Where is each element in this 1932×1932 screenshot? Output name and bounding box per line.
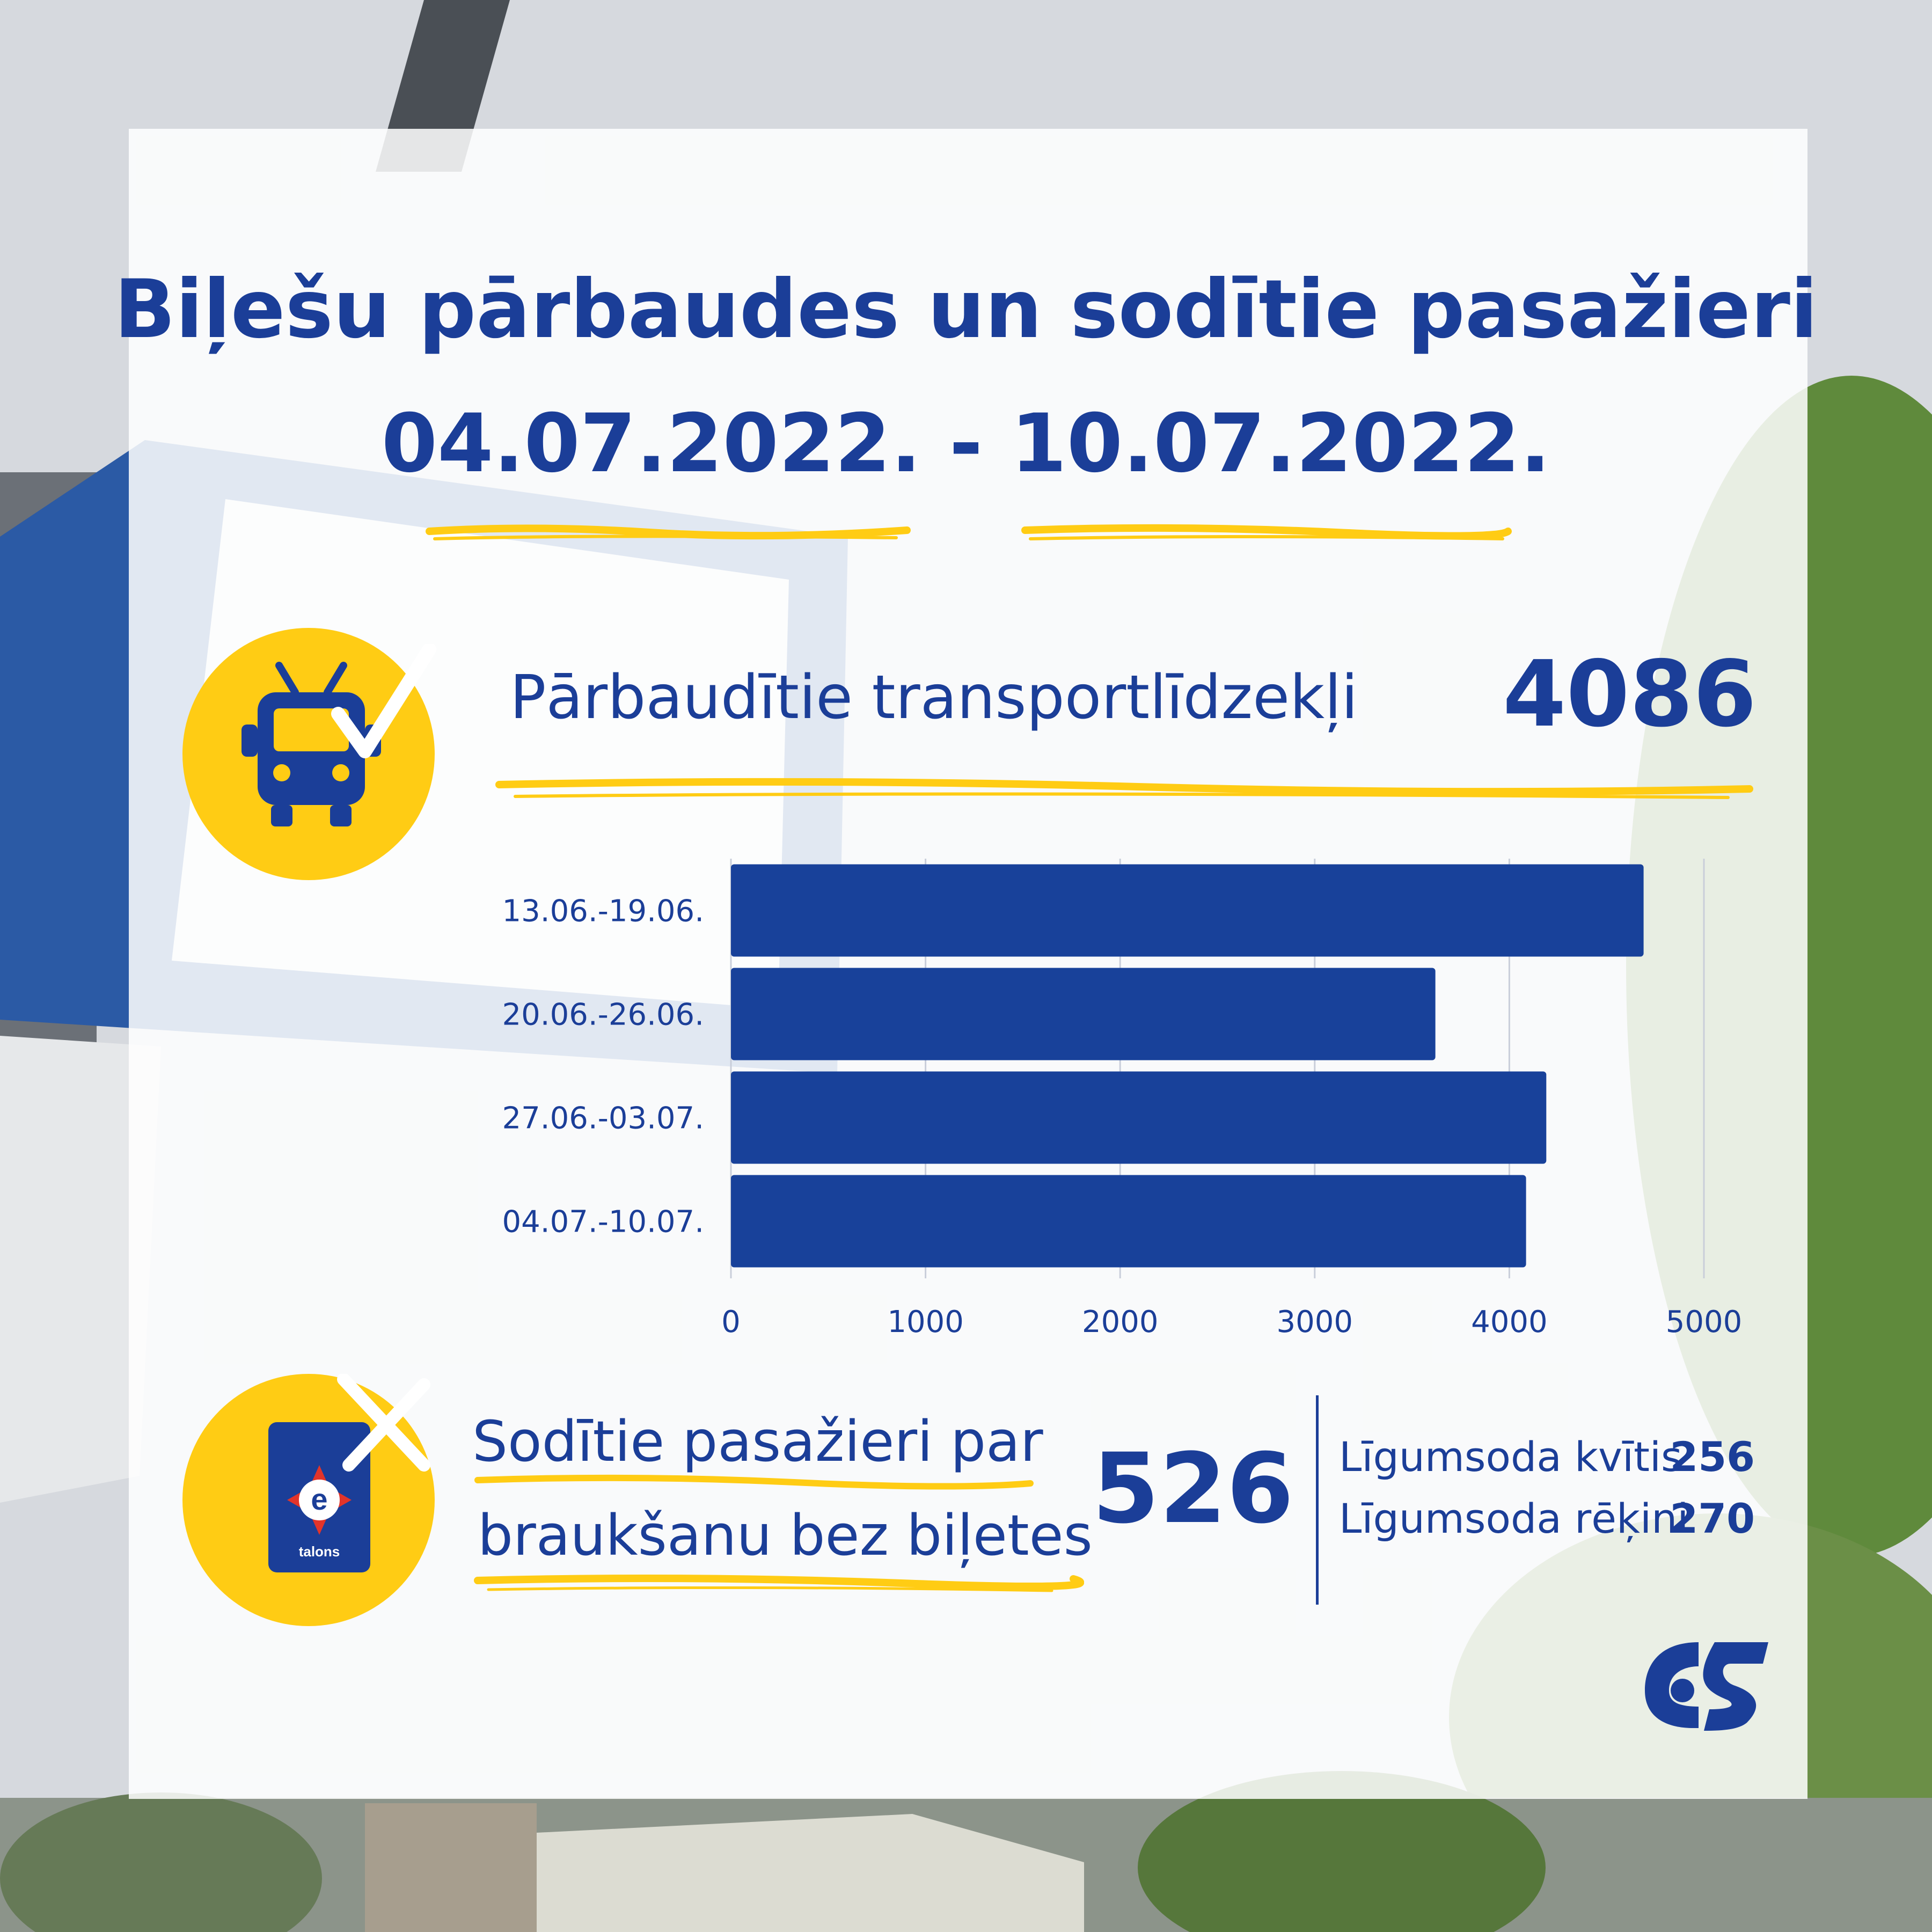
bar [731,1175,1526,1268]
date-range: 04.07.2022. - 10.07.2022. [381,397,1551,491]
etalons-card-cross-icon: e talons [268,1374,430,1572]
category-label: 04.07.-10.07. [502,1205,704,1240]
trolleybus-check-icon [241,644,436,826]
category-label: 27.06.-03.07. [502,1101,704,1136]
card-text: talons [299,1543,340,1560]
svg-text:e: e [311,1482,327,1516]
rigas-satiksme-logo [1645,1642,1768,1731]
fined-label-line2: braukšanu bez biļetes [478,1503,1093,1568]
breakdown-value-1: 256 [1670,1433,1755,1481]
x-tick-label: 0 [721,1305,741,1340]
x-tick-label: 5000 [1666,1305,1743,1340]
fined-underline [474,1474,1084,1592]
category-label: 13.06.-19.06. [502,894,704,929]
category-label: 20.06.-26.06. [502,998,704,1033]
breakdown-label-1: Līgumsoda kvītis [1339,1433,1682,1481]
x-tick-label: 4000 [1471,1305,1548,1340]
divider [1316,1395,1319,1605]
bar [731,864,1644,957]
title-underline [426,524,1512,540]
x-tick-label: 2000 [1082,1305,1159,1340]
vehicles-label: Pārbaudītie transportlīdzekļi [510,663,1358,733]
fined-label-line1: Sodītie pasažieri par [472,1409,1043,1474]
x-tick-label: 1000 [887,1305,964,1340]
x-tick-label: 3000 [1277,1305,1353,1340]
vehicles-count: 4086 [1503,641,1757,748]
bar [731,1071,1547,1164]
breakdown-label-2: Līgumsoda rēķini [1339,1495,1689,1542]
page-title: Biļešu pārbaudes un sodītie pasažieri [114,263,1818,356]
vehicles-underline [495,778,1753,799]
fined-count: 526 [1092,1433,1294,1545]
bar [731,968,1436,1060]
breakdown-value-2: 270 [1670,1495,1755,1542]
